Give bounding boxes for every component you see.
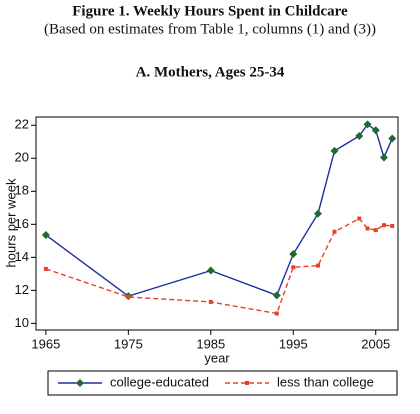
marker [330, 146, 339, 155]
x-axis-title: year [204, 350, 230, 365]
marker [357, 216, 362, 221]
x-tick-label: 2005 [361, 336, 390, 351]
marker [379, 153, 388, 162]
y-tick-label: 18 [15, 183, 29, 198]
y-tick-label: 14 [15, 249, 29, 264]
x-tick-label: 1965 [31, 336, 60, 351]
x-tick-label: 1995 [279, 336, 308, 351]
marker [41, 231, 50, 240]
marker [314, 209, 323, 218]
y-tick-label: 12 [15, 282, 29, 297]
marker [355, 131, 364, 140]
marker [365, 226, 370, 231]
marker [208, 299, 213, 304]
marker [289, 250, 298, 259]
marker [373, 228, 378, 233]
marker [274, 311, 279, 316]
x-tick-label: 1975 [114, 336, 143, 351]
legend-label: less than college [277, 374, 374, 389]
chart-subtitle: (Based on estimates from Table 1, column… [44, 21, 376, 37]
marker [291, 265, 296, 270]
marker [316, 263, 321, 268]
x-tick-label: 1985 [196, 336, 225, 351]
marker [371, 126, 380, 135]
marker [206, 266, 215, 275]
marker [363, 120, 372, 129]
marker [381, 223, 386, 228]
legend-label: college-educated [110, 374, 209, 389]
legend-marker [76, 379, 84, 387]
marker [388, 134, 397, 143]
marker [272, 291, 281, 300]
marker [332, 229, 337, 234]
legend-marker [245, 381, 249, 385]
y-tick-label: 20 [15, 150, 29, 165]
marker [126, 294, 131, 299]
legend-box [47, 370, 398, 396]
marker [43, 266, 48, 271]
series-line [45, 217, 393, 315]
y-tick-label: 16 [15, 216, 29, 231]
plot-frame [35, 116, 399, 331]
chart-title: Figure 1. Weekly Hours Spent in Childcar… [72, 3, 348, 19]
y-tick-label: 10 [15, 315, 29, 330]
marker [390, 223, 395, 228]
panel-title: A. Mothers, Ages 25-34 [136, 64, 285, 80]
y-axis-title: hours per week [3, 178, 18, 267]
series-line [45, 123, 393, 297]
y-tick-label: 22 [15, 117, 29, 132]
